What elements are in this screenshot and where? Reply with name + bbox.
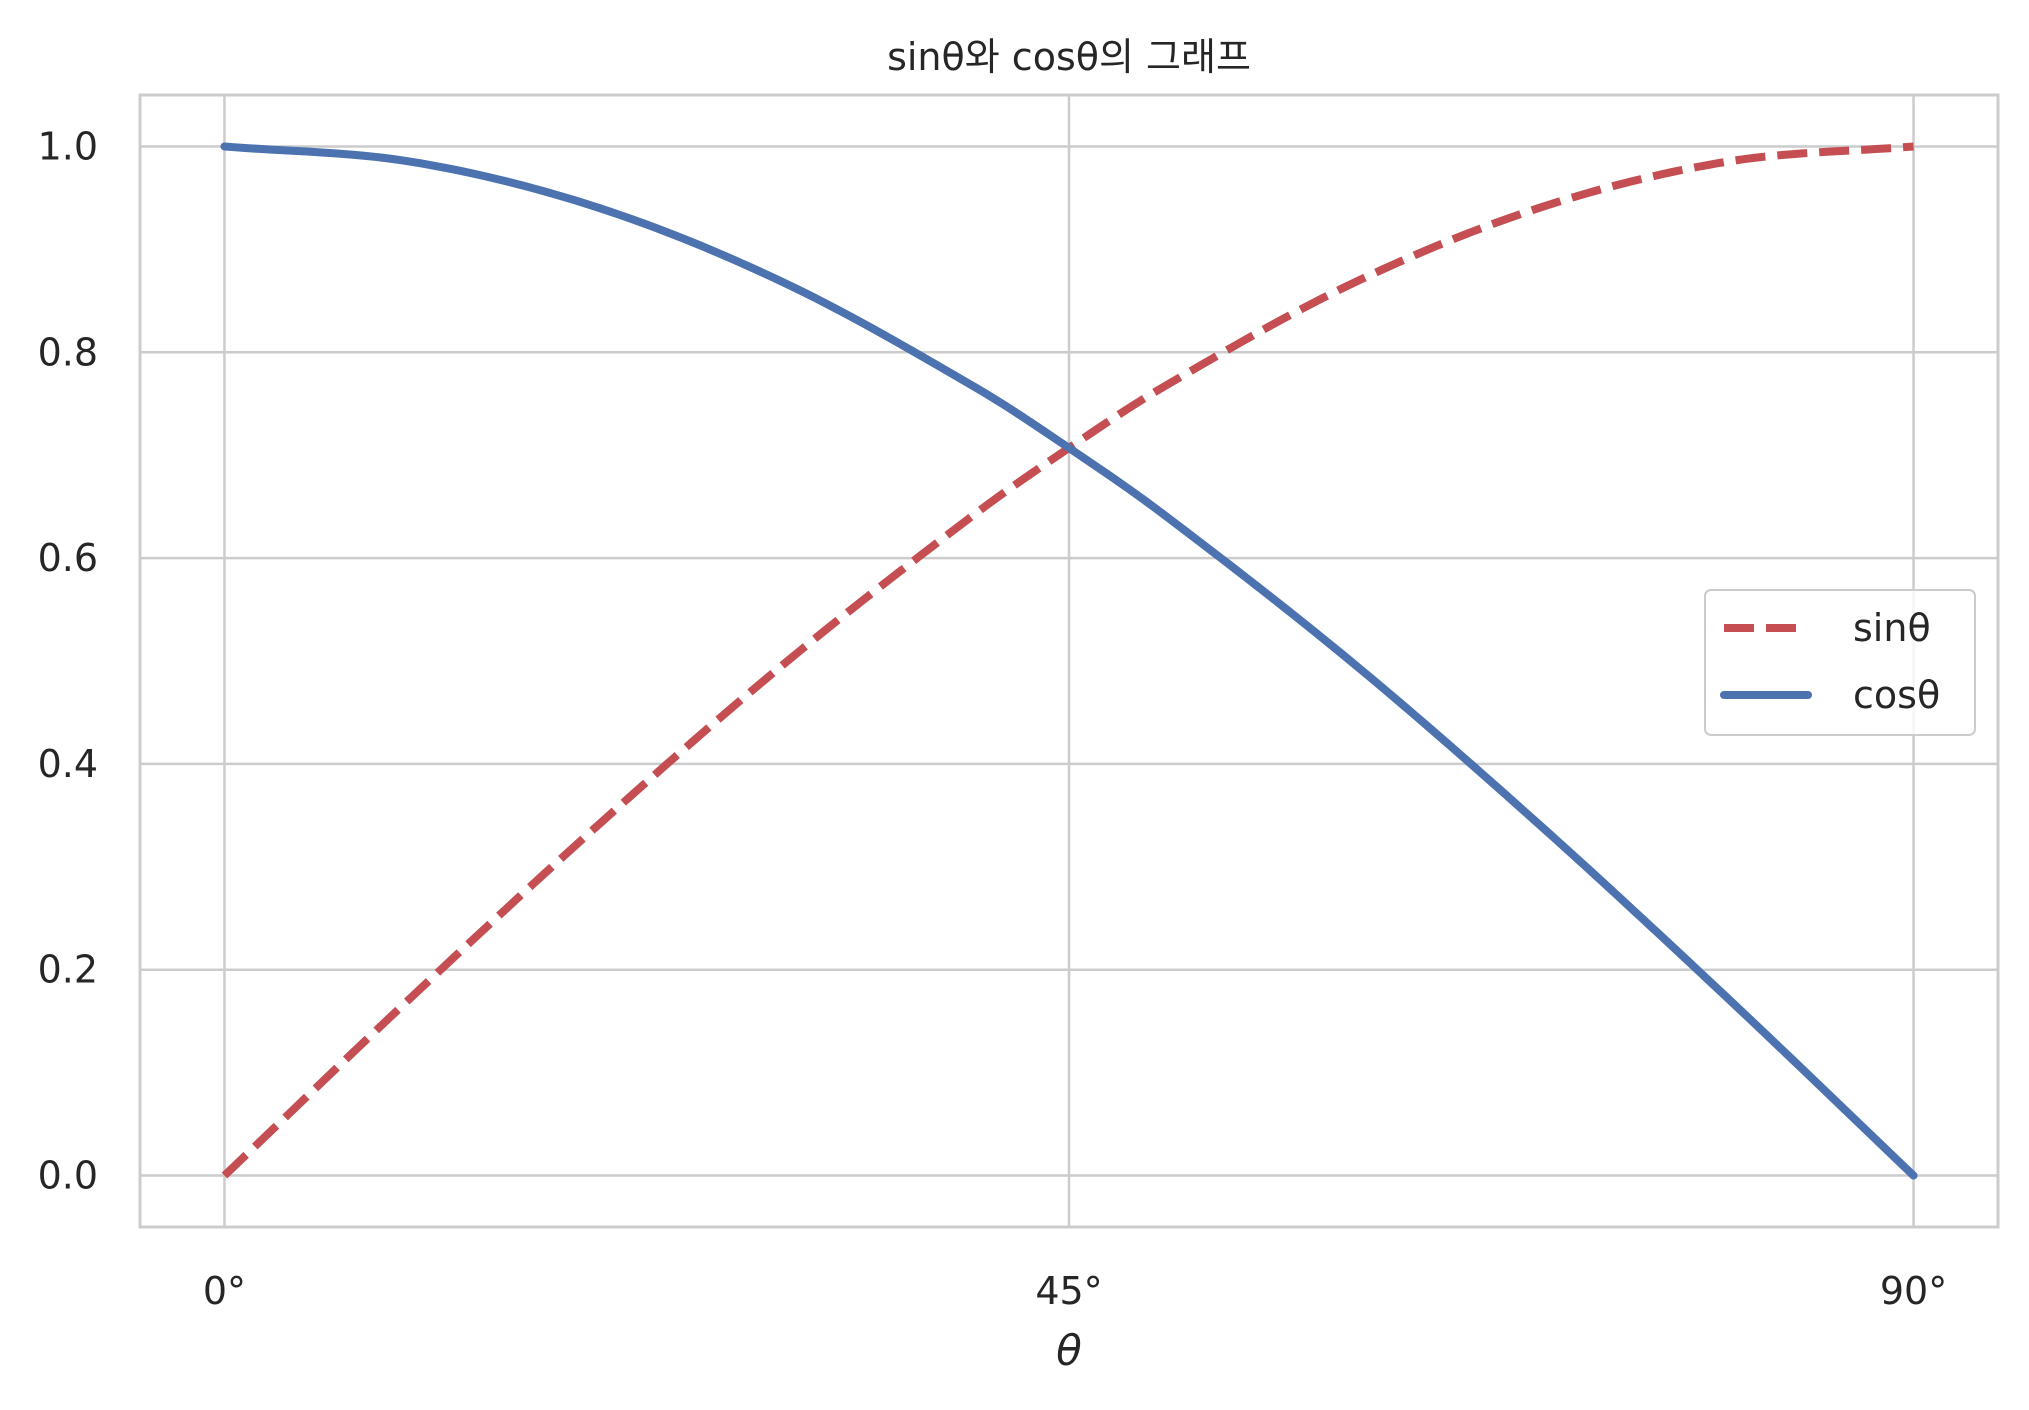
tick-labels: 0.0 0.2 0.4 0.6 0.8 1.0 0° 45° 90° [38, 124, 1948, 1313]
cos-series-line [220, 142, 1918, 1180]
series-lines [220, 142, 1918, 1180]
y-tick-label: 0.2 [38, 948, 98, 992]
plot-frame [138, 93, 2000, 1229]
y-tick-label: 0.4 [38, 742, 98, 786]
y-tick-label: 1.0 [38, 124, 98, 168]
legend-label-cos: cosθ [1853, 673, 1940, 717]
x-axis-label: θ [1056, 1326, 1082, 1375]
y-tick-label: 0.6 [38, 536, 98, 580]
chart-title: sinθ와 cosθ의 그래프 [887, 35, 1251, 79]
legend: sinθ cosθ [1704, 589, 1976, 736]
legend-label-sin: sinθ [1853, 606, 1931, 650]
y-tick-label: 0.0 [38, 1154, 98, 1198]
x-tick-label: 90° [1880, 1269, 1947, 1313]
y-tick-label: 0.8 [38, 330, 98, 374]
x-tick-label: 0° [203, 1269, 246, 1313]
x-tick-label: 45° [1035, 1269, 1102, 1313]
